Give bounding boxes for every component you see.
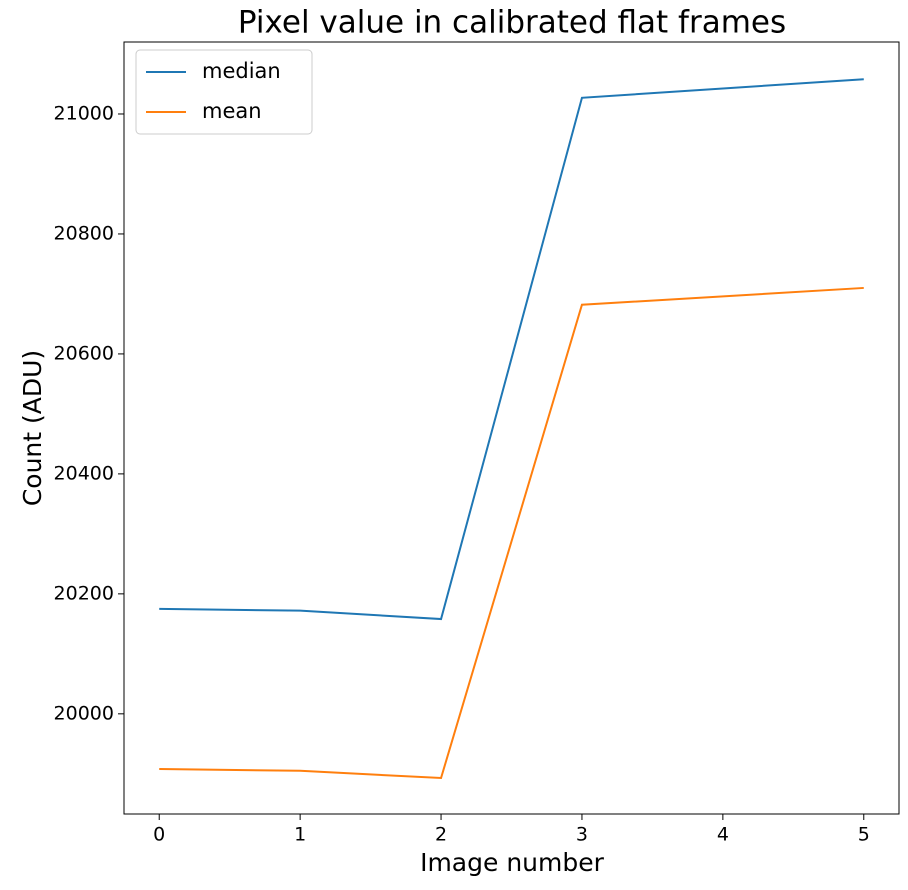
x-tick-label: 1: [294, 824, 306, 846]
x-tick-label: 0: [153, 824, 165, 846]
y-tick-label: 20000: [54, 702, 114, 724]
legend-label: mean: [202, 99, 262, 123]
y-axis-label: Count (ADU): [18, 350, 47, 506]
x-tick-label: 2: [435, 824, 447, 846]
line: [159, 286, 864, 780]
y-tick-label: 20600: [54, 342, 114, 364]
x-tick-label: 3: [576, 824, 588, 846]
line: [159, 78, 864, 621]
y-tick-label: 21000: [54, 102, 114, 124]
x-axis-label: Image number: [420, 848, 605, 877]
y-tick-label: 20400: [54, 462, 114, 484]
x-tick-label: 5: [858, 824, 870, 846]
y-tick-label: 20800: [54, 222, 114, 244]
x-tick-label: 4: [717, 824, 729, 846]
chart-title: Pixel value in calibrated flat frames: [238, 5, 786, 41]
legend-label: median: [202, 59, 281, 83]
y-tick-label: 20200: [54, 582, 114, 604]
plot-frame: [123, 41, 900, 815]
